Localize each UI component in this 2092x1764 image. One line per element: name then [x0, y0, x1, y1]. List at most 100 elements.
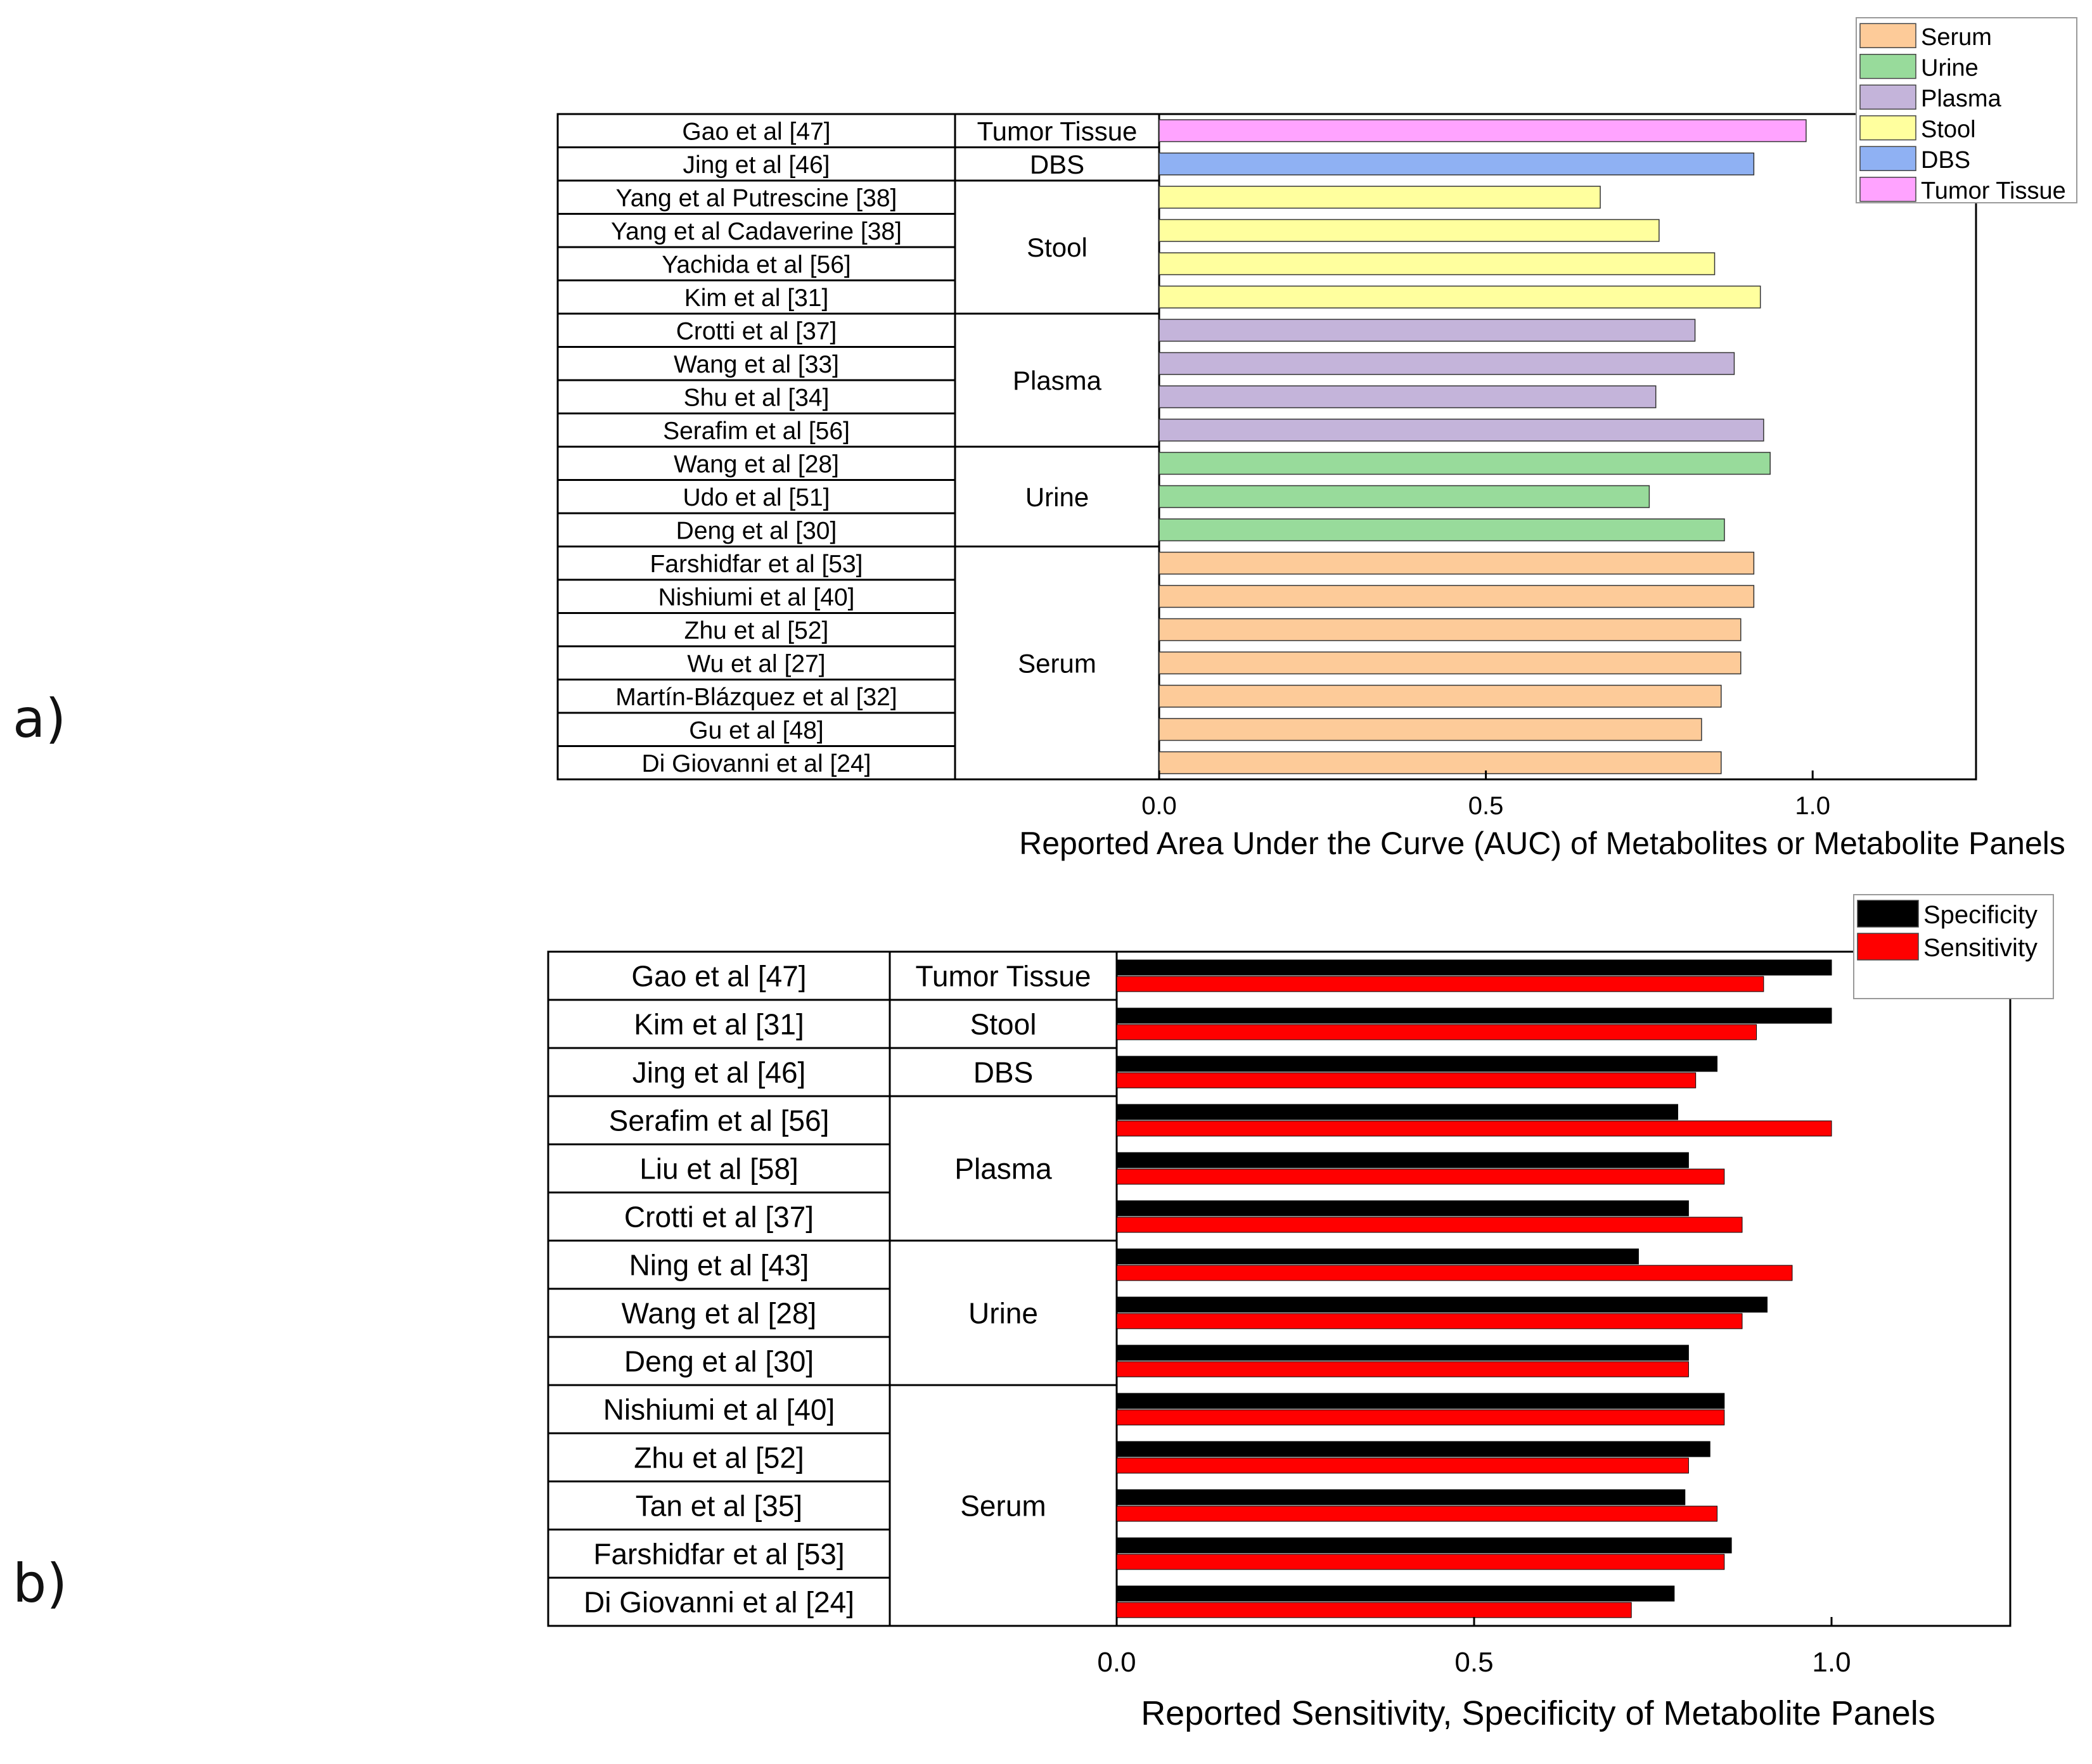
bar-specificity	[1116, 1200, 1689, 1217]
bar-specificity	[1116, 1393, 1725, 1409]
bar-serum	[1158, 751, 1722, 774]
legend-swatch-stool	[1859, 115, 1916, 141]
bar-stool	[1158, 252, 1716, 276]
bar-tumor-tissue	[1158, 119, 1807, 143]
group-label-tumor-tissue: Tumor Tissue	[977, 116, 1138, 146]
group-label-urine: Urine	[968, 1297, 1038, 1330]
bar-sensitivity	[1116, 1072, 1697, 1089]
panel-label-b: b)	[13, 1552, 68, 1614]
bar-urine	[1158, 518, 1725, 542]
study-label: Deng et al [30]	[676, 517, 837, 544]
study-label: Kim et al [31]	[684, 284, 829, 312]
study-label: Wang et al [28]	[622, 1297, 817, 1330]
study-label: Serafim et al [56]	[663, 418, 850, 445]
bar-stool	[1158, 285, 1761, 309]
group-label-serum: Serum	[1018, 648, 1096, 678]
study-label: Crotti et al [37]	[676, 317, 837, 345]
bar-specificity	[1116, 1345, 1689, 1361]
bar-sensitivity	[1116, 1265, 1793, 1281]
bar-plasma	[1158, 319, 1696, 342]
bar-serum	[1158, 651, 1742, 675]
bar-specificity	[1116, 1104, 1678, 1120]
legend-label-tumor-tissue: Tumor Tissue	[1921, 177, 2066, 204]
study-label: Jing et al [46]	[632, 1056, 806, 1089]
study-label: Yang et al Putrescine [38]	[616, 184, 897, 212]
study-label: Liu et al [58]	[639, 1153, 799, 1186]
bar-specificity	[1116, 1152, 1689, 1168]
study-label: Shu et al [34]	[684, 384, 830, 411]
bar-sensitivity	[1116, 1505, 1718, 1522]
bar-plasma	[1158, 385, 1657, 409]
legend-label-sensitivity: Sensitivity	[1923, 934, 2037, 962]
group-label-serum: Serum	[960, 1490, 1046, 1523]
study-label: Gao et al [47]	[682, 118, 830, 145]
x-tick-label: 1.0	[1795, 792, 1830, 820]
legend-label-dbs: DBS	[1921, 147, 1970, 174]
x-tick-label: 0.0	[1141, 792, 1177, 820]
bar-sensitivity	[1116, 1313, 1743, 1329]
legend-swatch-specificity	[1857, 900, 1919, 928]
chart-a-auc: Tumor Tissue Gao et al [47] DBS Jing et al …	[556, 17, 2077, 861]
legend-label-plasma: Plasma	[1921, 86, 2002, 112]
study-label: Kim et al [31]	[634, 1008, 804, 1041]
bar-sensitivity	[1116, 1457, 1689, 1474]
bar-specificity	[1116, 1248, 1639, 1265]
bar-plasma	[1158, 352, 1735, 375]
study-label: Gu et al [48]	[689, 717, 823, 744]
legend-swatch-sensitivity	[1857, 933, 1919, 961]
study-label: Di Giovanni et al [24]	[584, 1586, 854, 1619]
study-label: Gao et al [47]	[631, 960, 806, 993]
study-label: Wu et al [27]	[687, 650, 825, 677]
study-label: Serafim et al [56]	[609, 1104, 830, 1137]
legend-swatch-serum	[1859, 23, 1916, 48]
panel-label-a: a)	[13, 687, 67, 750]
study-label: Farshidfar et al [53]	[593, 1538, 844, 1571]
x-axis-label: Reported Sensitivity, Specificity of Met…	[1141, 1694, 1935, 1732]
group-label-dbs: DBS	[1030, 150, 1084, 179]
bar-sensitivity	[1116, 1217, 1743, 1233]
group-label-tumor-tissue: Tumor Tissue	[916, 960, 1091, 993]
study-label: Zhu et al [52]	[684, 617, 829, 644]
bar-serum	[1158, 718, 1702, 741]
x-axis-label: Reported Area Under the Curve (AUC) of M…	[1019, 826, 2065, 861]
study-label: Di Giovanni et al [24]	[641, 750, 871, 777]
bar-sensitivity	[1116, 1120, 1832, 1137]
legend-label-specificity: Specificity	[1923, 901, 2037, 929]
bar-serum	[1158, 585, 1755, 608]
legend-swatch-urine	[1859, 54, 1916, 79]
x-tick-label: 0.5	[1454, 1647, 1493, 1678]
group-label-plasma: Plasma	[1013, 366, 1102, 395]
study-label: Deng et al [30]	[624, 1345, 814, 1378]
legend-label-serum: Serum	[1921, 24, 1992, 51]
bar-sensitivity	[1116, 1361, 1689, 1377]
bar-urine	[1158, 485, 1650, 508]
bar-plasma	[1158, 418, 1764, 442]
bar-sensitivity	[1116, 1554, 1725, 1570]
group-label-urine: Urine	[1025, 482, 1089, 512]
study-label: Wang et al [28]	[674, 451, 839, 478]
bar-specificity	[1116, 1441, 1710, 1457]
x-tick-label: 0.5	[1468, 792, 1504, 820]
bar-specificity	[1116, 1007, 1832, 1024]
study-label: Ning et al [43]	[629, 1249, 809, 1282]
bar-serum	[1158, 684, 1722, 708]
study-label: Yachida et al [56]	[662, 251, 850, 278]
legend-box	[1856, 17, 2077, 203]
study-label: Wang et al [33]	[674, 351, 839, 378]
bar-stool	[1158, 219, 1660, 242]
bar-specificity	[1116, 1056, 1718, 1072]
bar-sensitivity	[1116, 1602, 1632, 1618]
study-label: Udo et al [51]	[683, 484, 830, 511]
study-label: Nishiumi et al [40]	[658, 584, 855, 611]
legend-label-stool: Stool	[1921, 116, 1976, 143]
bar-serum	[1158, 618, 1742, 641]
study-label: Zhu et al [52]	[634, 1441, 804, 1474]
bar-specificity	[1116, 1585, 1675, 1602]
study-label: Martín-Blázquez et al [32]	[615, 684, 897, 711]
bar-dbs	[1158, 152, 1755, 176]
bar-sensitivity	[1116, 1168, 1725, 1185]
study-label: Tan et al [35]	[636, 1490, 802, 1523]
study-label: Crotti et al [37]	[624, 1201, 814, 1234]
group-label-dbs: DBS	[973, 1056, 1034, 1089]
